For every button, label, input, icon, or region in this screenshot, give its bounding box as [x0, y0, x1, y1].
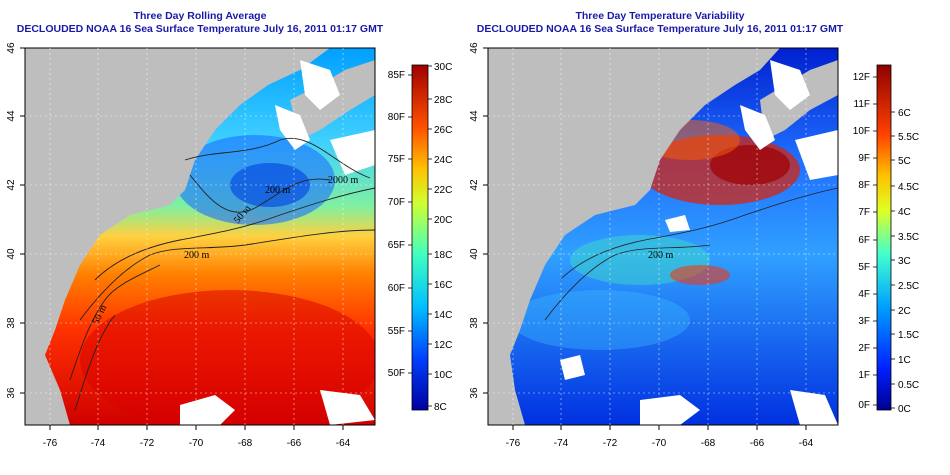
x-tick-label: -72	[140, 438, 155, 449]
colorbar-c-label: 6C	[898, 108, 911, 119]
colorbar-c-label: 24C	[434, 155, 452, 166]
colorbar-f-label: 6F	[858, 235, 870, 246]
colorbar-f-label: 85F	[388, 70, 405, 81]
colorbar-f-label: 65F	[388, 240, 405, 251]
right-graticule	[488, 48, 838, 425]
x-tick-label: -74	[91, 438, 106, 449]
y-tick-label: 46	[6, 42, 17, 54]
colorbar-c-label: 0C	[898, 404, 911, 415]
x-tick-label: -66	[750, 438, 765, 449]
isobath-label: 200 m	[265, 185, 291, 196]
colorbar-c-label: 4.5C	[898, 182, 919, 193]
right-colorbar: 12F 11F 10F 9F 8F 7F 6F 5F 4F 3F 2F 1F 0…	[853, 64, 919, 415]
colorbar-c-label: 5.5C	[898, 132, 919, 143]
x-tick-label: -74	[554, 438, 569, 449]
colorbar-f-label: 50F	[388, 368, 405, 379]
isobath-label: 2000 m	[328, 175, 359, 186]
right-map-frame	[487, 47, 839, 426]
colorbar-f-label: 75F	[388, 154, 405, 165]
x-tick-label: -68	[238, 438, 253, 449]
colorbar-f-label: 8F	[858, 180, 870, 191]
y-tick-label: 42	[469, 179, 480, 191]
x-tick-label: -76	[43, 438, 58, 449]
x-tick-label: -68	[701, 438, 716, 449]
y-tick-label: 40	[469, 248, 480, 260]
colorbar-f-label: 5F	[858, 262, 870, 273]
colorbar-c-label: 18C	[434, 250, 452, 261]
colorbar-c-label: 12C	[434, 340, 452, 351]
y-tick-label: 42	[6, 179, 17, 191]
colorbar-c-label: 2.5C	[898, 281, 919, 292]
right-x-axis: -76 -74 -72 -70 -68 -66 -64	[506, 425, 814, 449]
isobath-label: 200 m	[184, 250, 210, 261]
y-tick-label: 40	[6, 248, 17, 260]
colorbar-c-label: 22C	[434, 185, 452, 196]
colorbar-f-label: 12F	[853, 72, 870, 83]
colorbar-c-label: 0.5C	[898, 380, 919, 391]
left-graticule	[25, 48, 375, 425]
colorbar-f-label: 80F	[388, 112, 405, 123]
colorbar-f-label: 7F	[858, 207, 870, 218]
y-tick-label: 38	[469, 317, 480, 329]
colorbar-f-label: 11F	[854, 99, 871, 110]
colorbar-f-label: 9F	[858, 153, 870, 164]
y-tick-label: 46	[469, 42, 480, 54]
y-tick-label: 44	[469, 110, 480, 122]
left-map	[25, 48, 375, 425]
colorbar-c-label: 1C	[898, 355, 911, 366]
colorbar-c-label: 2C	[898, 306, 911, 317]
x-tick-label: -66	[287, 438, 302, 449]
y-tick-label: 38	[6, 317, 17, 329]
x-tick-label: -70	[652, 438, 667, 449]
colorbar-f-label: 10F	[853, 126, 870, 137]
colorbar-c-label: 3C	[898, 256, 911, 267]
right-y-axis: 36 38 40 42 44 46	[469, 42, 488, 399]
colorbar-f-label: 1F	[858, 370, 870, 381]
y-tick-label: 36	[6, 387, 17, 399]
colorbar-f-label: 4F	[858, 289, 870, 300]
colorbar-c-label: 14C	[434, 310, 452, 321]
left-y-axis: 36 38 40 42 44 46	[6, 42, 25, 399]
x-tick-label: -70	[189, 438, 204, 449]
x-tick-label: -76	[506, 438, 521, 449]
colorbar-c-label: 30C	[434, 62, 452, 73]
colorbar-f-label: 60F	[388, 283, 405, 294]
colorbar-c-label: 10C	[434, 370, 452, 381]
x-tick-label: -72	[603, 438, 618, 449]
colorbar-f-label: 3F	[858, 316, 870, 327]
x-tick-label: -64	[799, 438, 814, 449]
left-subtitle: DECLOUDED NOAA 16 Sea Surface Temperatur…	[16, 23, 384, 35]
colorbar-f-label: 2F	[858, 343, 870, 354]
colorbar-c-label: 28C	[434, 95, 452, 106]
left-map-frame	[24, 47, 376, 426]
right-title: Three Day Temperature Variability	[575, 10, 745, 22]
isobath-label: 200 m	[648, 250, 674, 261]
right-subtitle: DECLOUDED NOAA 16 Sea Surface Temperatur…	[476, 23, 844, 35]
left-colorbar: 85F 80F 75F 70F 65F 60F 55F 50F 30C 28C …	[388, 62, 453, 413]
colorbar-c-label: 20C	[434, 215, 452, 226]
colorbar-c-label: 16C	[434, 280, 452, 291]
left-x-axis: -76 -74 -72 -70 -68 -66 -64	[43, 425, 351, 449]
colorbar-f-label: 0F	[858, 400, 870, 411]
y-tick-label: 44	[6, 110, 17, 122]
colorbar-f-label: 70F	[388, 197, 405, 208]
right-map	[488, 48, 838, 425]
colorbar-c-label: 26C	[434, 125, 452, 136]
colorbar-c-label: 5C	[898, 156, 911, 167]
y-tick-label: 36	[469, 387, 480, 399]
colorbar-c-label: 8C	[434, 402, 447, 413]
colorbar-c-label: 4C	[898, 207, 911, 218]
x-tick-label: -64	[336, 438, 351, 449]
colorbar-f-label: 55F	[388, 326, 405, 337]
colorbar-c-label: 3.5C	[898, 232, 919, 243]
colorbar-c-label: 1.5C	[898, 330, 919, 341]
left-title: Three Day Rolling Average	[133, 10, 267, 22]
